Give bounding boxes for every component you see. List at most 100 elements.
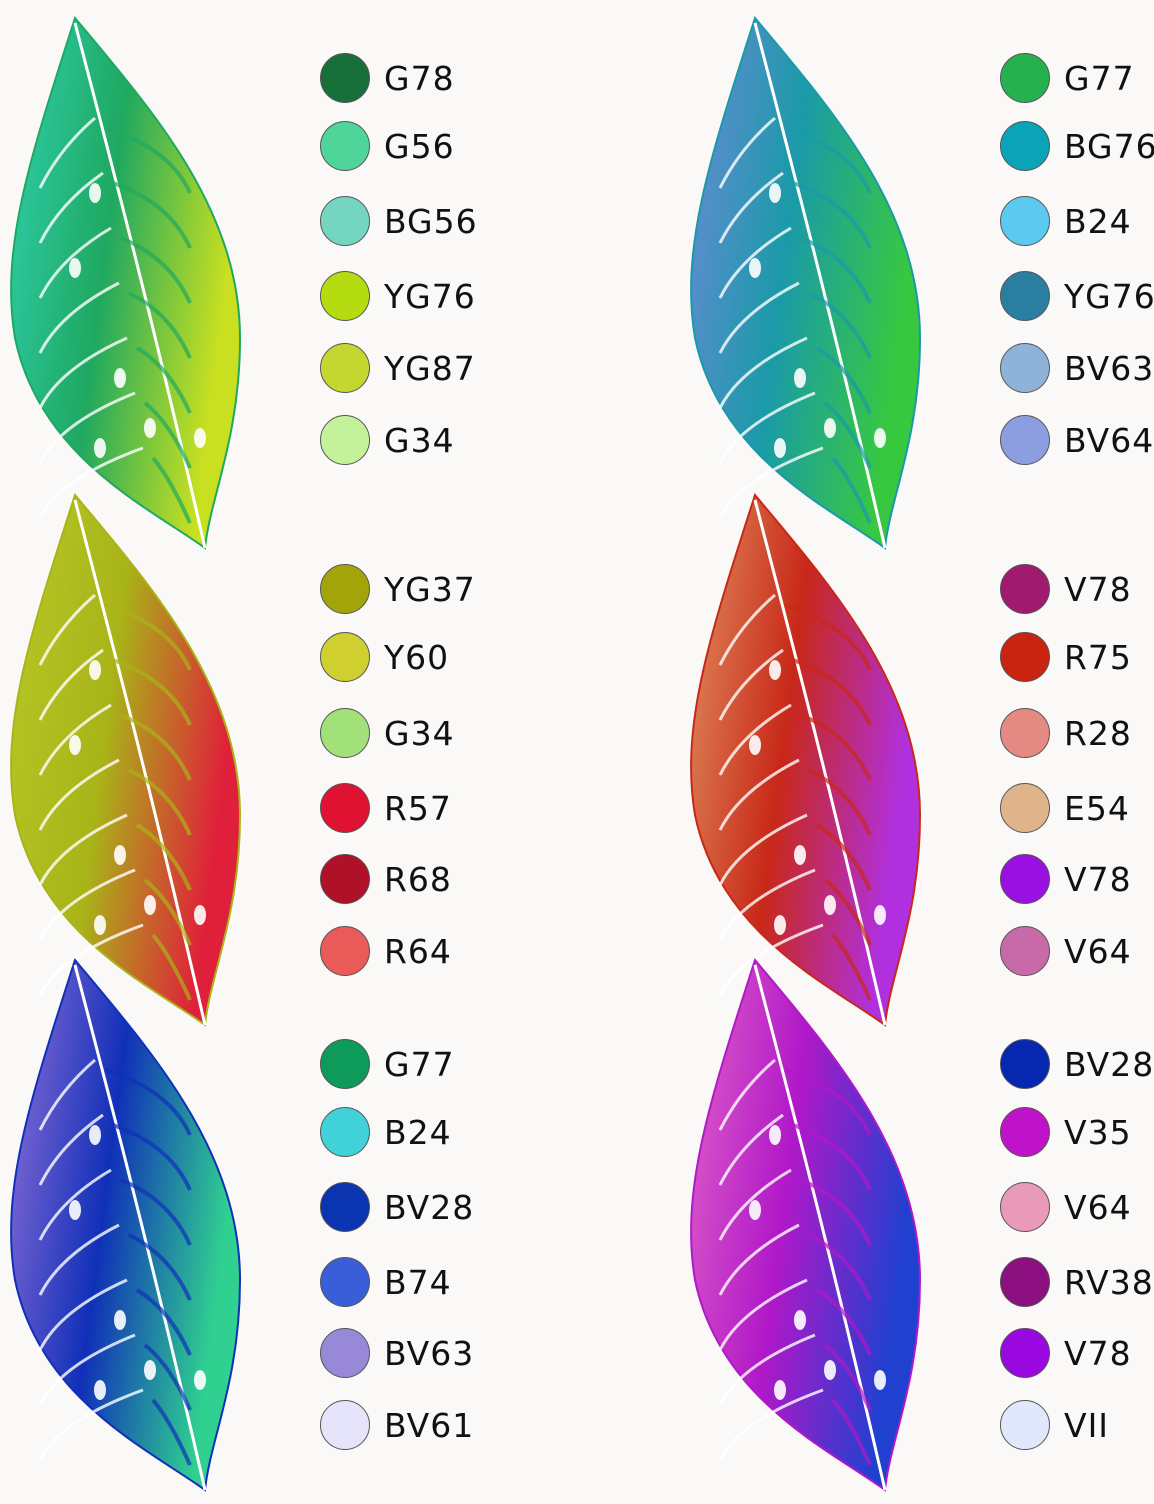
color-swatch: G78 <box>320 53 455 103</box>
swatch-circle <box>1000 783 1050 833</box>
swatch-code: V64 <box>1064 931 1132 971</box>
swatch-code: V35 <box>1064 1112 1132 1152</box>
swatch-circle <box>1000 1107 1050 1157</box>
swatch-circle <box>320 783 370 833</box>
swatch-circle <box>320 1107 370 1157</box>
swatch-code: B24 <box>1064 201 1132 241</box>
color-swatch: R68 <box>320 854 452 904</box>
swatch-code: V78 <box>1064 1333 1132 1373</box>
leaf-illustration <box>0 485 250 1035</box>
color-swatch: E54 <box>1000 783 1130 833</box>
swatch-code: BG56 <box>384 201 478 241</box>
leaf-illustration <box>680 485 930 1035</box>
swatch-code: V78 <box>1064 859 1132 899</box>
color-swatch: BG76 <box>1000 121 1154 171</box>
color-swatch: YG37 <box>320 564 476 614</box>
swatch-circle <box>1000 1182 1050 1232</box>
swatch-circle <box>1000 1257 1050 1307</box>
color-swatch: BV63 <box>1000 343 1154 393</box>
swatch-circle <box>1000 854 1050 904</box>
swatch-circle <box>320 854 370 904</box>
leaf-illustration <box>680 8 930 558</box>
color-swatch: V64 <box>1000 1182 1132 1232</box>
swatch-circle <box>320 1400 370 1450</box>
color-swatch: R64 <box>320 926 452 976</box>
swatch-code: BV28 <box>1064 1044 1154 1084</box>
swatch-code: G77 <box>384 1044 455 1084</box>
swatch-circle <box>320 1039 370 1089</box>
swatch-code: G34 <box>384 713 455 753</box>
color-swatch: G34 <box>320 415 455 465</box>
swatch-code: R64 <box>384 931 452 971</box>
swatch-code: E54 <box>1064 788 1130 828</box>
swatch-circle <box>1000 1400 1050 1450</box>
swatch-circle <box>320 121 370 171</box>
swatch-code: BV28 <box>384 1187 475 1227</box>
swatch-circle <box>320 632 370 682</box>
color-swatch: R28 <box>1000 708 1132 758</box>
color-swatch: YG87 <box>320 343 476 393</box>
swatch-circle <box>320 415 370 465</box>
swatch-code: G56 <box>384 126 455 166</box>
color-swatch: Y60 <box>320 632 449 682</box>
color-swatch: V64 <box>1000 926 1132 976</box>
swatch-code: YG76 <box>1064 276 1154 316</box>
color-swatch: R75 <box>1000 632 1132 682</box>
color-swatch: BV28 <box>320 1182 474 1232</box>
color-swatch: BV63 <box>320 1328 474 1378</box>
swatch-circle <box>1000 271 1050 321</box>
swatch-circle <box>320 196 370 246</box>
color-swatch: B74 <box>320 1257 452 1307</box>
color-swatch: G34 <box>320 708 455 758</box>
swatch-circle <box>320 1182 370 1232</box>
swatch-circle <box>1000 926 1050 976</box>
swatch-code: BV63 <box>1064 348 1154 388</box>
swatch-circle <box>1000 708 1050 758</box>
swatch-code: BG76 <box>1064 126 1154 166</box>
swatch-circle <box>1000 53 1050 103</box>
swatch-code: YG37 <box>384 569 476 609</box>
swatch-circle <box>320 1328 370 1378</box>
swatch-code: YG87 <box>384 348 476 388</box>
swatch-code: R68 <box>384 859 452 899</box>
swatch-circle <box>320 53 370 103</box>
leaf-illustration <box>680 950 930 1500</box>
swatch-code: BV63 <box>384 1333 475 1373</box>
color-swatch: V78 <box>1000 1328 1132 1378</box>
color-swatch: G77 <box>1000 53 1135 103</box>
swatch-code: R75 <box>1064 637 1132 677</box>
color-swatch: B24 <box>1000 196 1132 246</box>
swatch-code: RV38 <box>1064 1262 1154 1302</box>
color-swatch: BV28 <box>1000 1039 1154 1089</box>
swatch-code: R28 <box>1064 713 1132 753</box>
color-swatch: BV64 <box>1000 415 1154 465</box>
swatch-circle <box>1000 196 1050 246</box>
color-swatch: G77 <box>320 1039 455 1089</box>
color-swatch: YG76 <box>1000 271 1154 321</box>
color-swatch: BG56 <box>320 196 478 246</box>
swatch-code: B74 <box>384 1262 452 1302</box>
swatch-circle <box>1000 632 1050 682</box>
swatch-code: Y60 <box>384 637 450 677</box>
swatch-code: V64 <box>1064 1187 1132 1227</box>
swatch-code: G78 <box>384 58 455 98</box>
swatch-circle <box>320 1257 370 1307</box>
color-swatch: VII <box>1000 1400 1109 1450</box>
swatch-code: BV64 <box>1064 420 1154 460</box>
swatch-code: R57 <box>384 788 452 828</box>
leaf-illustration <box>0 950 250 1500</box>
swatch-code: G34 <box>384 420 455 460</box>
swatch-circle <box>1000 1328 1050 1378</box>
swatch-code: YG76 <box>384 276 476 316</box>
swatch-code: V78 <box>1064 569 1132 609</box>
color-swatch: BV61 <box>320 1400 474 1450</box>
swatch-circle <box>1000 343 1050 393</box>
color-swatch: G56 <box>320 121 455 171</box>
color-swatch: R57 <box>320 783 452 833</box>
swatch-code: VII <box>1064 1405 1110 1445</box>
swatch-circle <box>320 564 370 614</box>
swatch-code: BV61 <box>384 1405 475 1445</box>
swatch-circle <box>320 926 370 976</box>
color-swatch: V35 <box>1000 1107 1132 1157</box>
color-swatch: V78 <box>1000 854 1132 904</box>
